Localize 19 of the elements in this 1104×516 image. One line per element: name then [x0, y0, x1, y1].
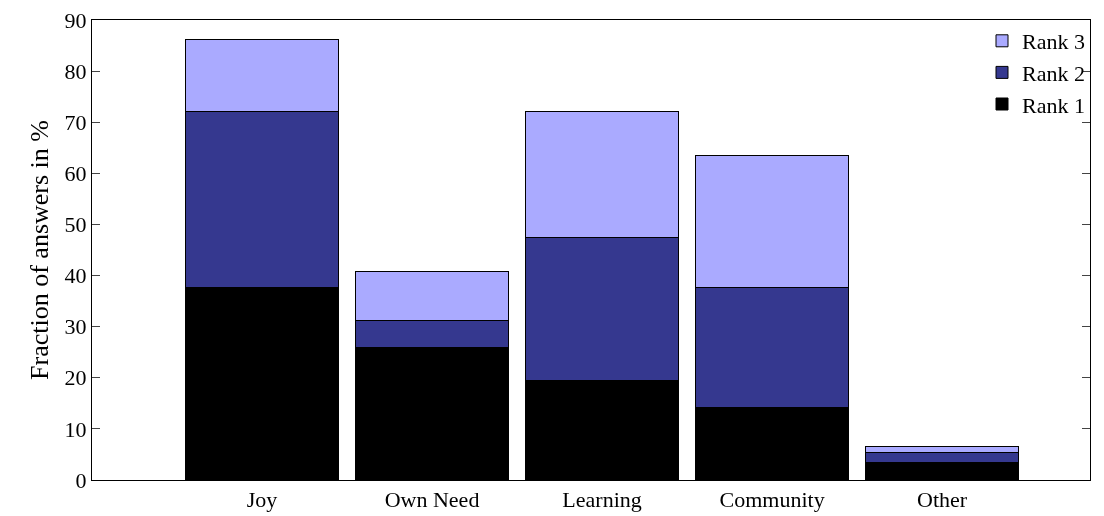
y-tick-label: 70 — [64, 109, 87, 135]
y-tick-label: 60 — [64, 161, 87, 187]
x-tick-label: Other — [917, 487, 968, 513]
legend-label: Rank 1 — [1022, 92, 1085, 118]
y-axis-title: Fraction of answers in % — [25, 120, 54, 380]
x-tick-label: Own Need — [384, 487, 480, 513]
legend-label: Rank 2 — [1022, 60, 1085, 86]
y-tick-label: 50 — [64, 212, 87, 238]
y-tick-label: 90 — [64, 7, 87, 33]
y-tick-label: 10 — [64, 416, 87, 442]
y-tick-label: 20 — [64, 365, 87, 391]
y-tick-label: 80 — [64, 58, 87, 84]
x-tick-label: Learning — [562, 487, 642, 513]
y-tick-label: 40 — [64, 263, 87, 289]
x-tick-label: Community — [719, 487, 825, 513]
y-tick-label: 0 — [75, 467, 87, 493]
y-tick-label: 30 — [64, 314, 87, 340]
legend-label: Rank 3 — [1022, 29, 1085, 55]
x-tick-label: Joy — [246, 487, 278, 513]
